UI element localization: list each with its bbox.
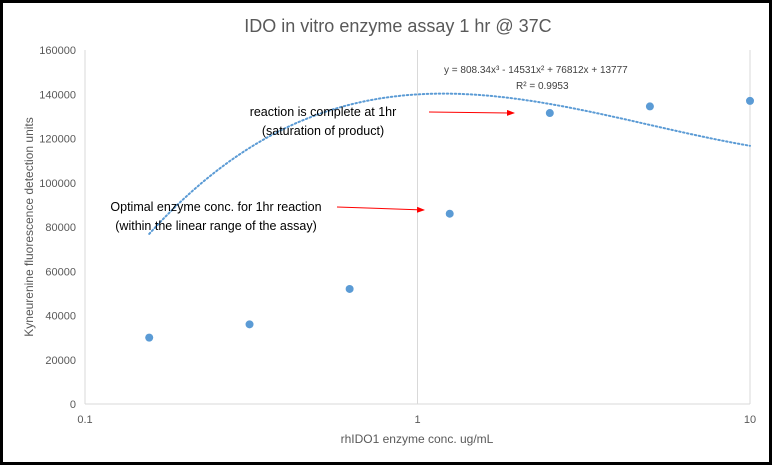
data-point xyxy=(746,96,754,105)
annotation-optimal-line-2: (within the linear range of the assay) xyxy=(115,219,317,233)
trendline-layer xyxy=(148,92,751,235)
y-tick-label: 140000 xyxy=(39,89,76,101)
data-point xyxy=(345,284,354,293)
data-point xyxy=(645,102,654,111)
saturation-arrow xyxy=(428,109,515,116)
optimal-arrow xyxy=(336,206,425,213)
data-point xyxy=(445,209,454,218)
y-tick-label: 100000 xyxy=(39,178,76,190)
annotation-saturation-line-1: reaction is complete at 1hr xyxy=(250,105,397,119)
trendline-equation: y = 808.34x³ - 14531x² + 76812x + 13777 xyxy=(444,65,628,76)
y-tick-label: 80000 xyxy=(45,222,76,234)
y-tick-label: 0 xyxy=(70,399,76,411)
tick-layer: 0.1 1 10 0 20000 40000 60000 80000 100000 120000 1… xyxy=(39,45,756,426)
x-tick-label: 1 xyxy=(414,414,420,426)
y-tick-label: 60000 xyxy=(45,266,76,278)
data-point xyxy=(145,333,154,342)
point-layer xyxy=(145,96,754,342)
x-axis-title: rhIDO1 enzyme conc. ug/mL xyxy=(341,432,494,446)
data-point xyxy=(545,109,554,118)
chart-title: IDO in vitro enzyme assay 1 hr @ 37C xyxy=(244,16,551,36)
grid-layer xyxy=(84,50,751,404)
y-axis-title: Kyneurenine fluorescence detection units xyxy=(22,117,36,336)
x-tick-label: 10 xyxy=(744,414,756,426)
annotation-saturation-line-2: (saturation of product) xyxy=(262,124,384,138)
y-tick-label: 40000 xyxy=(45,311,76,323)
x-tick-label: 0.1 xyxy=(77,414,92,426)
trendline-path xyxy=(148,92,751,235)
data-point xyxy=(245,320,254,329)
y-tick-label: 20000 xyxy=(45,355,76,367)
trendline-r-squared: R² = 0.9953 xyxy=(516,81,569,92)
y-tick-label: 120000 xyxy=(39,134,76,146)
annotation-optimal-line-1: Optimal enzyme conc. for 1hr reaction xyxy=(110,200,321,214)
y-tick-label: 160000 xyxy=(39,45,76,57)
